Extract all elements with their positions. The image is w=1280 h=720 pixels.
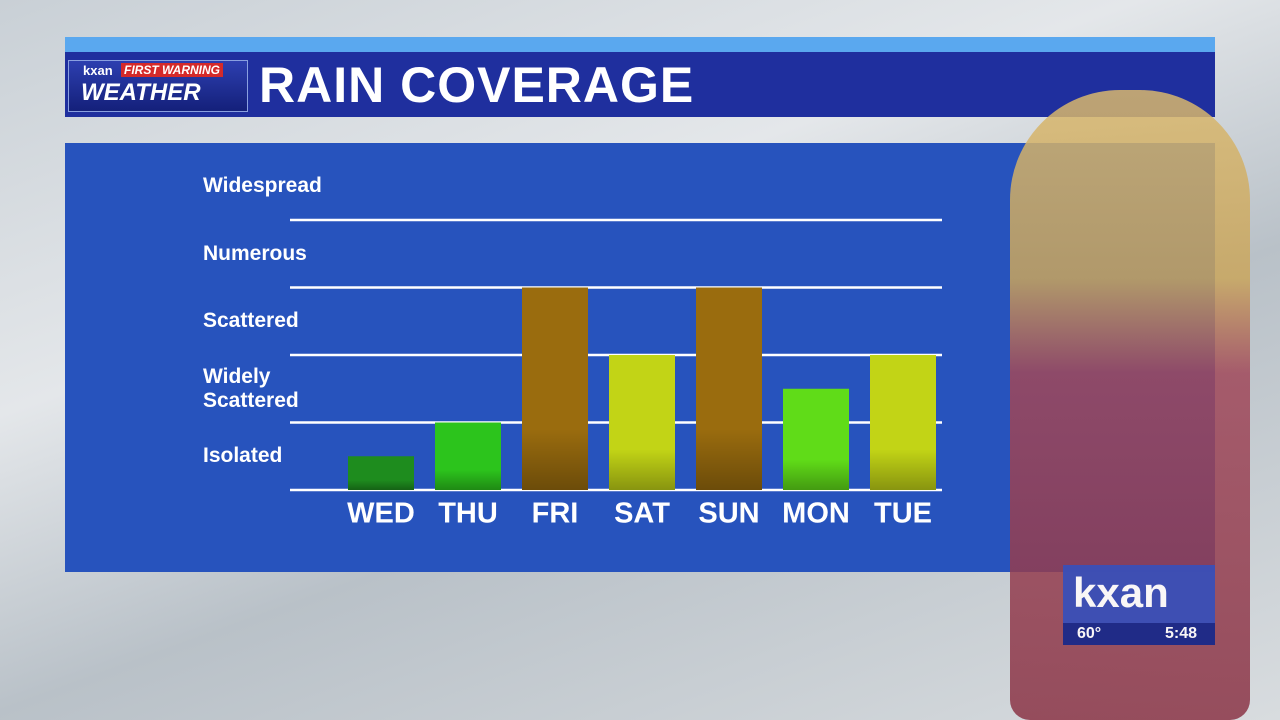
- logo-station: kxan: [83, 63, 113, 78]
- bar-shade: [522, 287, 588, 490]
- x-tick-label: SAT: [614, 498, 670, 530]
- bar-shade: [348, 456, 414, 490]
- y-tick-label: Numerous: [203, 241, 307, 265]
- x-tick-label: THU: [438, 498, 498, 530]
- logo: kxan FIRST WARNING WEATHER: [68, 60, 248, 112]
- station-bug: kxan 60° 5:48: [1063, 565, 1215, 645]
- bug-time: 5:48: [1165, 625, 1198, 642]
- chart-title: RAIN COVERAGE: [259, 57, 695, 113]
- bar-shade: [783, 388, 849, 490]
- y-tick-label: Widely Scattered: [203, 364, 299, 412]
- y-tick-label: Isolated: [203, 444, 283, 468]
- bar-shade: [870, 355, 936, 490]
- logo-segment: WEATHER: [81, 79, 201, 106]
- y-tick-label: Scattered: [203, 309, 299, 333]
- bar-shade: [609, 355, 675, 490]
- y-tick-label: Widespread: [203, 174, 322, 198]
- bug-temperature: 60°: [1077, 625, 1102, 642]
- x-tick-label: TUE: [874, 498, 932, 530]
- x-tick-label: WED: [347, 498, 415, 530]
- x-tick-label: MON: [782, 498, 850, 530]
- x-tick-label: FRI: [532, 498, 579, 530]
- header-stripe: [65, 37, 1215, 52]
- x-tick-label: SUN: [698, 498, 759, 530]
- bug-station: kxan: [1073, 569, 1169, 616]
- bar-shade: [435, 422, 501, 490]
- header-bar: [65, 52, 1215, 117]
- logo-banner: FIRST WARNING: [121, 63, 223, 77]
- bar-shade: [696, 287, 762, 490]
